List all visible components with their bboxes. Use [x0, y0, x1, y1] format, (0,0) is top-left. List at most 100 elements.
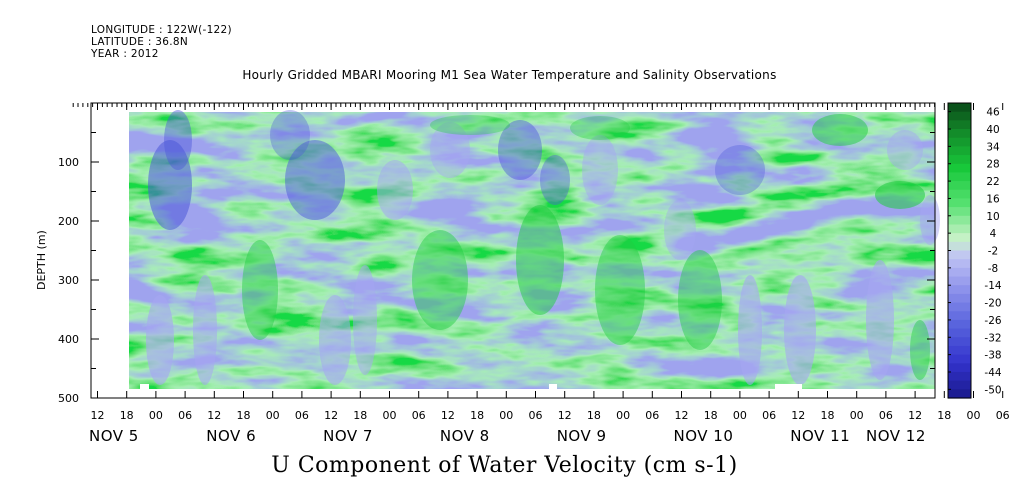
x-axis-title: U Component of Water Velocity (cm s-1): [271, 453, 738, 478]
y-axis-labels: 100 200 300 400 500: [58, 156, 79, 405]
heatmap-blob: [678, 250, 722, 350]
chart-title: Hourly Gridded MBARI Mooring M1 Sea Wate…: [242, 68, 777, 82]
colorbar-label: -2: [988, 246, 998, 258]
colorbar-label: -50: [984, 384, 1001, 396]
colorbar-swatch: [948, 146, 971, 156]
colorbar-swatch: [948, 319, 971, 330]
x-hour-label: 18: [821, 409, 835, 422]
heatmap-blob: [148, 140, 192, 230]
data-gap: [775, 384, 802, 390]
x-axis-hour-labels: 12 18 00 06 12 18 00 06 12 18 00 06 12 18 00 06 12 18 00 06…: [91, 409, 1009, 422]
heatmap-blob: [715, 145, 765, 195]
data-gap: [549, 384, 557, 390]
heatmap-blob: [242, 240, 278, 340]
colorbar: 46 40 34 28 22 16 10 4 -2 -8 -14 -20 -26 -32 -38 -44 -50: [947, 102, 1002, 399]
heatmap-blob: [146, 295, 174, 385]
x-day-label: NOV 9: [557, 427, 607, 445]
heatmap-blob: [193, 275, 217, 385]
y-tick-label: 300: [58, 274, 79, 287]
y-tick-label: 400: [58, 333, 79, 346]
x-hour-label: 06: [762, 409, 776, 422]
x-hour-label: 00: [266, 409, 280, 422]
heatmap-blob: [866, 260, 894, 380]
x-day-label: NOV 8: [440, 427, 490, 445]
x-hour-label: 12: [441, 409, 455, 422]
heatmap-blob: [412, 230, 468, 330]
colorbar-label: -26: [984, 315, 1001, 327]
x-day-label: NOV 11: [790, 427, 850, 445]
x-day-label: NOV 5: [89, 427, 139, 445]
colorbar-label: -8: [988, 263, 998, 275]
x-hour-label: 06: [295, 409, 309, 422]
x-hour-label: 18: [704, 409, 718, 422]
x-hour-label: 06: [529, 409, 543, 422]
colorbar-swatch: [948, 293, 971, 304]
heatmap-blob: [875, 181, 925, 209]
x-hour-label: 18: [587, 409, 601, 422]
x-axis-ticks: [72, 103, 1004, 398]
x-hour-label: 06: [645, 409, 659, 422]
colorbar-swatch: [948, 111, 971, 121]
colorbar-swatch: [948, 163, 971, 174]
x-hour-label: 18: [353, 409, 367, 422]
heatmap-blob: [582, 135, 618, 205]
colorbar-swatch: [948, 302, 971, 312]
heatmap-blob: [920, 195, 940, 245]
heatmap-blob: [430, 115, 510, 135]
colorbar-swatch: [948, 137, 971, 147]
x-day-label: NOV 6: [206, 427, 256, 445]
colorbar-swatch: [948, 345, 971, 356]
colorbar-swatch: [948, 337, 971, 347]
colorbar-swatch: [948, 241, 971, 252]
heatmap-blob: [664, 200, 696, 260]
colorbar-label: 10: [986, 211, 999, 223]
colorbar-swatch: [948, 224, 971, 234]
heatmap-blob: [812, 114, 868, 146]
colorbar-swatch: [948, 155, 971, 165]
colorbar-swatch: [948, 181, 971, 191]
colorbar-swatch: [948, 207, 971, 217]
year-label: YEAR : 2012: [91, 48, 159, 60]
heatmap-blob: [164, 110, 192, 170]
x-hour-label: 12: [908, 409, 922, 422]
colorbar-label: 22: [986, 176, 999, 188]
y-tick-label: 100: [58, 156, 79, 169]
heatmap-blob: [540, 155, 570, 205]
colorbar-label: 28: [986, 159, 999, 171]
x-hour-label: 18: [470, 409, 484, 422]
colorbar-label: -20: [984, 298, 1001, 310]
x-day-label: NOV 12: [866, 427, 926, 445]
colorbar-swatch: [948, 259, 971, 269]
x-axis-day-labels: NOV 5 NOV 6 NOV 7 NOV 8 NOV 9 NOV 10 NOV 11 NOV…: [89, 427, 926, 445]
x-hour-label: 12: [207, 409, 221, 422]
latitude-label: LATITUDE : 36.8N: [91, 36, 189, 48]
heatmap-blob: [910, 320, 930, 380]
colorbar-swatch: [948, 250, 971, 260]
heatmap-blob: [498, 120, 542, 180]
heatmap-blob: [516, 205, 564, 315]
heatmap-blob: [784, 275, 816, 385]
heatmap-blob: [285, 140, 345, 220]
y-axis-title: DEPTH (m): [35, 230, 48, 290]
x-hour-label: 00: [850, 409, 864, 422]
colorbar-swatch: [948, 129, 971, 139]
colorbar-swatch: [948, 389, 971, 399]
x-hour-label: 18: [937, 409, 951, 422]
x-hour-label: 12: [91, 409, 105, 422]
x-hour-label: 00: [149, 409, 163, 422]
colorbar-label: 40: [986, 124, 999, 136]
colorbar-label: -44: [984, 367, 1001, 379]
heatmap-blob: [738, 275, 762, 385]
colorbar-swatch: [948, 189, 971, 200]
longitude-label: LONGITUDE : 122W(-122): [91, 24, 232, 36]
data-gap: [140, 384, 149, 390]
x-hour-label: 00: [616, 409, 630, 422]
y-tick-label: 500: [58, 392, 79, 405]
heatmap-blob: [319, 295, 351, 385]
colorbar-swatch: [948, 233, 971, 243]
x-hour-label: 18: [237, 409, 251, 422]
x-hour-label: 18: [120, 409, 134, 422]
colorbar-swatch: [948, 198, 971, 208]
x-hour-label: 00: [383, 409, 397, 422]
y-axis-ticks: [91, 132, 935, 369]
